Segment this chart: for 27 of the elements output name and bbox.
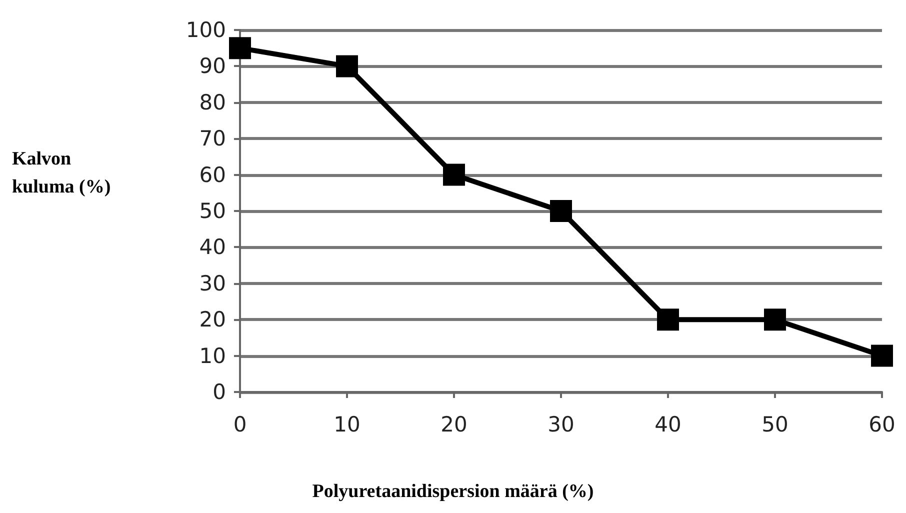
y-tick-label: 20 bbox=[199, 308, 226, 332]
x-tick-label: 10 bbox=[334, 412, 360, 436]
y-tick-label: 70 bbox=[199, 126, 226, 151]
y-tick-label: 80 bbox=[199, 90, 226, 114]
y-tick-label: 50 bbox=[199, 199, 226, 223]
point bbox=[443, 164, 465, 186]
point bbox=[336, 55, 358, 78]
x-axis-title: Polyuretaanidispersion määrä (%) bbox=[312, 481, 594, 502]
y-tick-label: 100 bbox=[186, 18, 226, 42]
point bbox=[229, 37, 251, 60]
y-tick-label: 90 bbox=[199, 54, 226, 78]
point bbox=[764, 308, 786, 331]
x-tick-label: 0 bbox=[233, 412, 247, 436]
y-tick-label: 30 bbox=[199, 271, 226, 296]
x-tick-label: 40 bbox=[654, 412, 682, 436]
point bbox=[657, 308, 679, 331]
x-tick-label: 20 bbox=[440, 412, 468, 436]
point bbox=[871, 344, 893, 367]
y-tick-label: 10 bbox=[199, 344, 226, 368]
y-tick-label: 0 bbox=[212, 380, 226, 404]
x-tick-label: 60 bbox=[868, 412, 896, 436]
y-tick-label: 40 bbox=[199, 235, 226, 260]
y-axis-title: Kalvon kuluma (%) bbox=[12, 148, 111, 198]
point bbox=[550, 200, 572, 222]
y-tick-label: 60 bbox=[199, 162, 226, 187]
x-tick-label: 50 bbox=[762, 412, 788, 436]
x-tick-label: 30 bbox=[548, 412, 574, 436]
